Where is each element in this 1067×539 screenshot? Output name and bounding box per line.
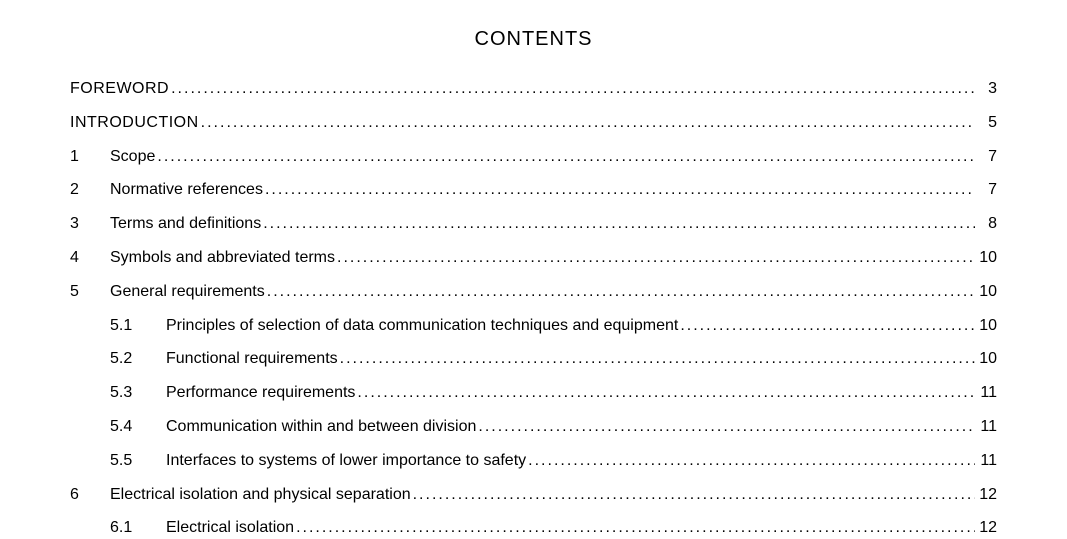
toc-entry-label: Scope xyxy=(110,147,155,168)
toc-entry: 5.5Interfaces to systems of lower import… xyxy=(70,451,997,472)
toc-entry: 6Electrical isolation and physical separ… xyxy=(70,485,997,506)
toc-entry-page: 11 xyxy=(975,417,997,438)
toc-entry-number: 5.1 xyxy=(110,316,166,337)
toc-entry-label: Performance requirements xyxy=(166,383,355,404)
toc-entry: 5.3Performance requirements 11 xyxy=(70,383,997,404)
toc-entry: INTRODUCTION 5 xyxy=(70,113,997,134)
toc-dot-leader xyxy=(263,180,975,201)
toc-dot-leader xyxy=(678,316,975,337)
toc-entry-page: 8 xyxy=(975,214,997,235)
toc-entry-page: 7 xyxy=(975,147,997,168)
toc-entry-number: 5.2 xyxy=(110,349,166,370)
toc-dot-leader xyxy=(199,113,975,134)
toc-dot-leader xyxy=(526,451,975,472)
toc-dot-leader xyxy=(169,79,975,100)
table-of-contents: FOREWORD3INTRODUCTION51Scope72Normative … xyxy=(70,79,997,539)
toc-entry-page: 10 xyxy=(975,316,997,337)
toc-entry: 4Symbols and abbreviated terms 10 xyxy=(70,248,997,269)
toc-entry-number: 6.1 xyxy=(110,518,166,539)
toc-entry-page: 5 xyxy=(975,113,997,134)
toc-entry-number: 5.5 xyxy=(110,451,166,472)
toc-entry-label: Principles of selection of data communic… xyxy=(166,316,678,337)
toc-dot-leader xyxy=(265,282,975,303)
toc-entry: 5.1Principles of selection of data commu… xyxy=(70,316,997,337)
toc-entry-page: 11 xyxy=(975,383,997,404)
toc-entry-label: Normative references xyxy=(110,180,263,201)
toc-dot-leader xyxy=(338,349,975,370)
toc-dot-leader xyxy=(294,518,975,539)
toc-entry-number: 5 xyxy=(70,282,110,303)
toc-dot-leader xyxy=(335,248,975,269)
toc-entry-label: General requirements xyxy=(110,282,265,303)
toc-entry-page: 12 xyxy=(975,518,997,539)
toc-entry-page: 3 xyxy=(975,79,997,100)
toc-entry-label: Symbols and abbreviated terms xyxy=(110,248,335,269)
toc-dot-leader xyxy=(355,383,975,404)
toc-entry: 5.4Communication within and between divi… xyxy=(70,417,997,438)
toc-entry-number: 5.3 xyxy=(110,383,166,404)
toc-entry-page: 10 xyxy=(975,248,997,269)
toc-entry-label: Electrical isolation and physical separa… xyxy=(110,485,411,506)
toc-entry-label: Communication within and between divisio… xyxy=(166,417,476,438)
toc-entry: 6.1Electrical isolation 12 xyxy=(70,518,997,539)
toc-entry: 3Terms and definitions 8 xyxy=(70,214,997,235)
toc-entry: 2Normative references 7 xyxy=(70,180,997,201)
toc-entry-number: 1 xyxy=(70,147,110,168)
toc-entry-label: INTRODUCTION xyxy=(70,113,199,134)
toc-entry: FOREWORD 3 xyxy=(70,79,997,100)
toc-entry-page: 7 xyxy=(975,180,997,201)
toc-entry-page: 12 xyxy=(975,485,997,506)
toc-entry: 5General requirements 10 xyxy=(70,282,997,303)
toc-entry-page: 10 xyxy=(975,282,997,303)
toc-entry: 5.2Functional requirements 10 xyxy=(70,349,997,370)
toc-entry-label: FOREWORD xyxy=(70,79,169,100)
toc-entry-page: 10 xyxy=(975,349,997,370)
toc-dot-leader xyxy=(411,485,975,506)
toc-entry-label: Electrical isolation xyxy=(166,518,294,539)
toc-dot-leader xyxy=(476,417,975,438)
toc-entry-number: 4 xyxy=(70,248,110,269)
toc-entry-number: 3 xyxy=(70,214,110,235)
toc-entry: 1Scope 7 xyxy=(70,147,997,168)
toc-entry-label: Interfaces to systems of lower importanc… xyxy=(166,451,526,472)
toc-entry-number: 5.4 xyxy=(110,417,166,438)
toc-dot-leader xyxy=(155,147,975,168)
contents-title: CONTENTS xyxy=(70,28,997,51)
toc-entry-number: 6 xyxy=(70,485,110,506)
toc-dot-leader xyxy=(261,214,975,235)
toc-entry-label: Functional requirements xyxy=(166,349,338,370)
toc-entry-label: Terms and definitions xyxy=(110,214,261,235)
toc-entry-number: 2 xyxy=(70,180,110,201)
toc-entry-page: 11 xyxy=(975,451,997,472)
